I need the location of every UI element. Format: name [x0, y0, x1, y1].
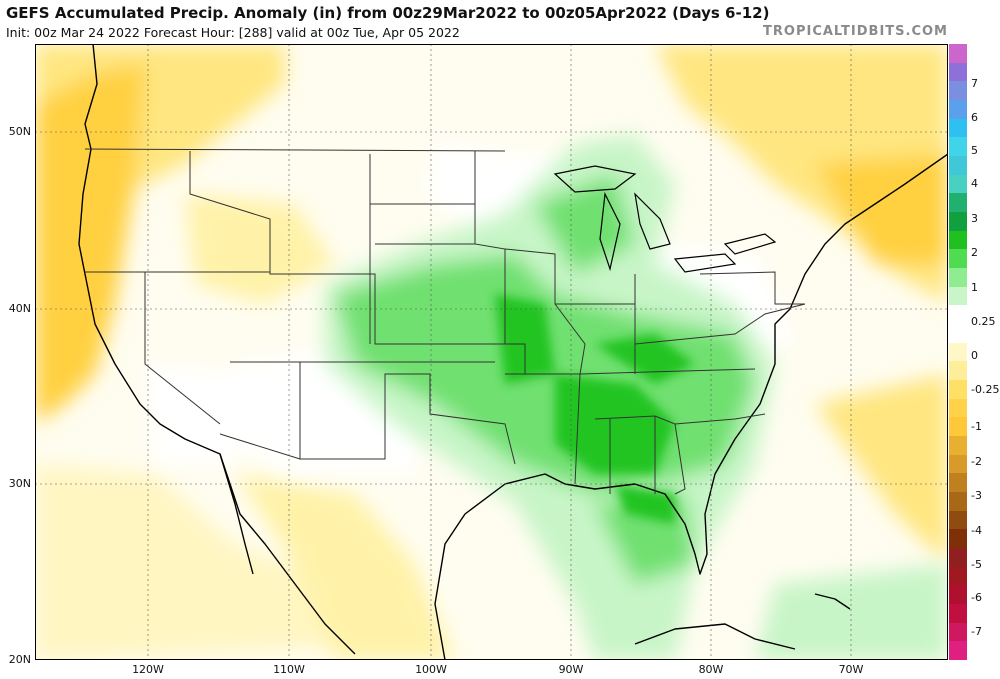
colorbar-cell — [949, 342, 967, 362]
colorbar-label: -0.25 — [971, 383, 1000, 396]
colorbar-label: 1 — [971, 281, 978, 294]
map-title: GEFS Accumulated Precip. Anomaly (in) fr… — [6, 4, 770, 22]
lat-label-20n: 20N — [8, 653, 31, 666]
colorbar-cell — [949, 156, 967, 176]
site-brand[interactable]: TROPICALTIDBITS.COM — [763, 24, 948, 39]
colorbar-label: -2 — [971, 455, 982, 468]
lat-label-30n: 30N — [8, 477, 31, 490]
colorbar-cell — [949, 585, 967, 605]
colorbar-label: 7 — [971, 77, 978, 90]
colorbar-cell — [949, 566, 967, 586]
colorbar-label: 3 — [971, 212, 978, 225]
colorbar-cell — [949, 417, 967, 437]
lat-label-40n: 40N — [8, 302, 31, 315]
graticule — [35, 44, 948, 660]
state-borders — [84, 148, 806, 495]
lon-label-70w: 70W — [838, 663, 864, 676]
colorbar-label: 0.25 — [971, 315, 996, 328]
colorbar-cell — [949, 62, 967, 82]
colorbar-label: -6 — [971, 591, 982, 604]
lat-label-50n: 50N — [8, 125, 31, 138]
colorbar-cell — [949, 268, 967, 288]
colorbar-cell — [949, 193, 967, 213]
colorbar-cell — [949, 548, 967, 568]
colorbar-cell — [949, 286, 967, 306]
colorbar-cell — [949, 230, 967, 250]
colorbar-cell — [949, 305, 967, 325]
colorbar-cell — [949, 641, 967, 661]
colorbar-label: 0 — [971, 349, 978, 362]
colorbar-cell — [949, 398, 967, 418]
colorbar-cell — [949, 473, 967, 493]
dry-anomaly-shading — [35, 44, 948, 660]
colorbar-label: -4 — [971, 524, 982, 537]
colorbar-cell — [949, 622, 967, 642]
colorbar-cell — [949, 118, 967, 138]
colorbar-cell — [949, 510, 967, 530]
colorbar-label: -7 — [971, 625, 982, 638]
colorbar-label: 6 — [971, 111, 978, 124]
colorbar-cell — [949, 100, 967, 120]
colorbar-cell — [949, 324, 967, 344]
colorbar-label: 4 — [971, 177, 978, 190]
colorbar-label: 2 — [971, 246, 978, 259]
precip-anomaly-map — [35, 44, 948, 660]
colorbar-cell — [949, 81, 967, 101]
lon-label-90w: 90W — [558, 663, 584, 676]
great-lakes — [553, 165, 777, 273]
colorbar-cell — [949, 212, 967, 232]
colorbar-cell — [949, 492, 967, 512]
colorbar-label: -1 — [971, 420, 982, 433]
precip-colorbar — [949, 44, 967, 661]
colorbar-cell — [949, 137, 967, 157]
colorbar-cell — [949, 249, 967, 269]
colorbar-label: 5 — [971, 144, 978, 157]
colorbar-cell — [949, 44, 967, 64]
colorbar-cell — [949, 174, 967, 194]
lon-label-80w: 80W — [698, 663, 724, 676]
lon-label-110w: 110W — [273, 663, 305, 676]
colorbar-label: -3 — [971, 489, 982, 502]
lon-label-100w: 100W — [415, 663, 447, 676]
colorbar-cell — [949, 436, 967, 456]
colorbar-cell — [949, 529, 967, 549]
colorbar-cell — [949, 604, 967, 624]
lon-label-120w: 120W — [132, 663, 164, 676]
map-subtitle: Init: 00z Mar 24 2022 Forecast Hour: [28… — [6, 25, 460, 40]
colorbar-cell — [949, 361, 967, 381]
colorbar-cell — [949, 380, 967, 400]
colorbar-label: -5 — [971, 558, 982, 571]
colorbar-cell — [949, 454, 967, 474]
